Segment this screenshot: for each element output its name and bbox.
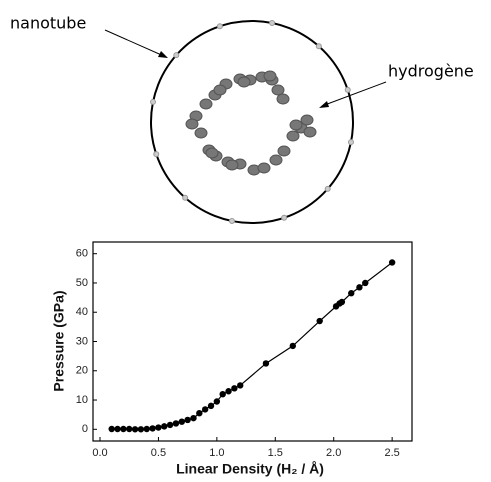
carbon-atom [281,214,288,221]
data-point [166,421,174,429]
data-line [111,262,393,430]
hydrogen-cluster [185,70,317,176]
data-point [172,420,180,427]
hydrogen-molecule [286,130,300,142]
carbon-atom [324,185,331,192]
data-point [196,409,203,417]
hydrogen-molecule [277,145,291,157]
data-point [316,317,323,325]
arrow-head [319,101,329,108]
y-tick-label: 20 [76,365,88,377]
data-point [289,342,297,350]
data-point [356,284,363,291]
hydrogen-molecule [263,70,277,82]
arrow-head [158,51,168,58]
carbon-atom [315,43,322,50]
hydrogen-molecule [271,84,285,96]
data-point [143,425,150,433]
data-point [108,425,115,433]
data-point [338,298,346,306]
nanotube-wall [150,20,354,224]
data-point [114,425,121,433]
y-tick-label: 10 [76,394,88,406]
carbon-atom [347,139,354,146]
hydrogen-molecule [300,114,314,126]
plot-frame [92,241,413,442]
hydrogen-molecule [205,147,219,159]
data-point [178,418,186,425]
data-point [201,406,209,413]
hydrogen-molecule [269,154,283,166]
hydrogen-molecule [199,98,213,110]
carbon-atom [173,52,180,59]
hydrogen-molecule [194,127,208,139]
y-tick-label: 60 [76,248,88,260]
x-tick-label: 0.5 [151,447,166,459]
x-tick-label: 2.0 [326,447,341,459]
x-tick-label: 1.5 [268,447,283,459]
data-point [388,259,396,266]
data-point [190,414,197,422]
x-tick-label: 1.0 [209,447,224,459]
data-point [120,425,127,433]
data-point [137,426,145,433]
tube-label: nanotube [10,14,86,33]
x-tick-label: 0.0 [92,447,107,459]
data-point [362,279,369,287]
x-axis-label: Linear Density (H₂ / Å) [176,461,324,477]
hydrogen-molecule [289,119,303,131]
carbon-atom [269,20,276,27]
data-point [207,402,215,410]
arrow [104,29,167,58]
carbon-atom [216,23,223,30]
arrow [321,81,387,107]
hydrogen-molecule [213,84,227,96]
carbon-atom [228,217,235,224]
data-point [219,390,226,398]
y-tick-label: 0 [82,423,88,435]
carbon-atom [153,151,160,158]
x-tick-label: 2.5 [384,447,399,459]
carbon-atom [150,98,157,105]
carbon-atom [182,194,189,201]
data-point [155,424,162,431]
y-tick-label: 50 [76,277,88,289]
data-point [262,360,270,367]
hydrogen-molecule [257,162,271,174]
hydrogen-molecule [276,93,290,105]
hydrogen-molecule [237,76,251,88]
y-tick-label: 40 [76,306,88,318]
data-point [348,290,355,297]
y-tick-label: 30 [76,335,88,347]
hydrogen-label: hydrogène [388,62,474,81]
data-point [225,388,232,395]
data-point [184,416,191,424]
data-point [237,382,244,389]
y-axis-label: Pressure (GPa) [51,290,67,391]
data-point [126,425,133,433]
data-point [161,423,168,430]
data-point [131,426,139,433]
hydrogen-molecule [185,118,199,130]
carbon-atom [344,86,351,93]
data-point [231,385,238,392]
hydrogen-molecule [303,126,317,138]
data-point [149,425,156,432]
data-point [213,398,221,405]
hydrogen-molecule [225,159,239,171]
